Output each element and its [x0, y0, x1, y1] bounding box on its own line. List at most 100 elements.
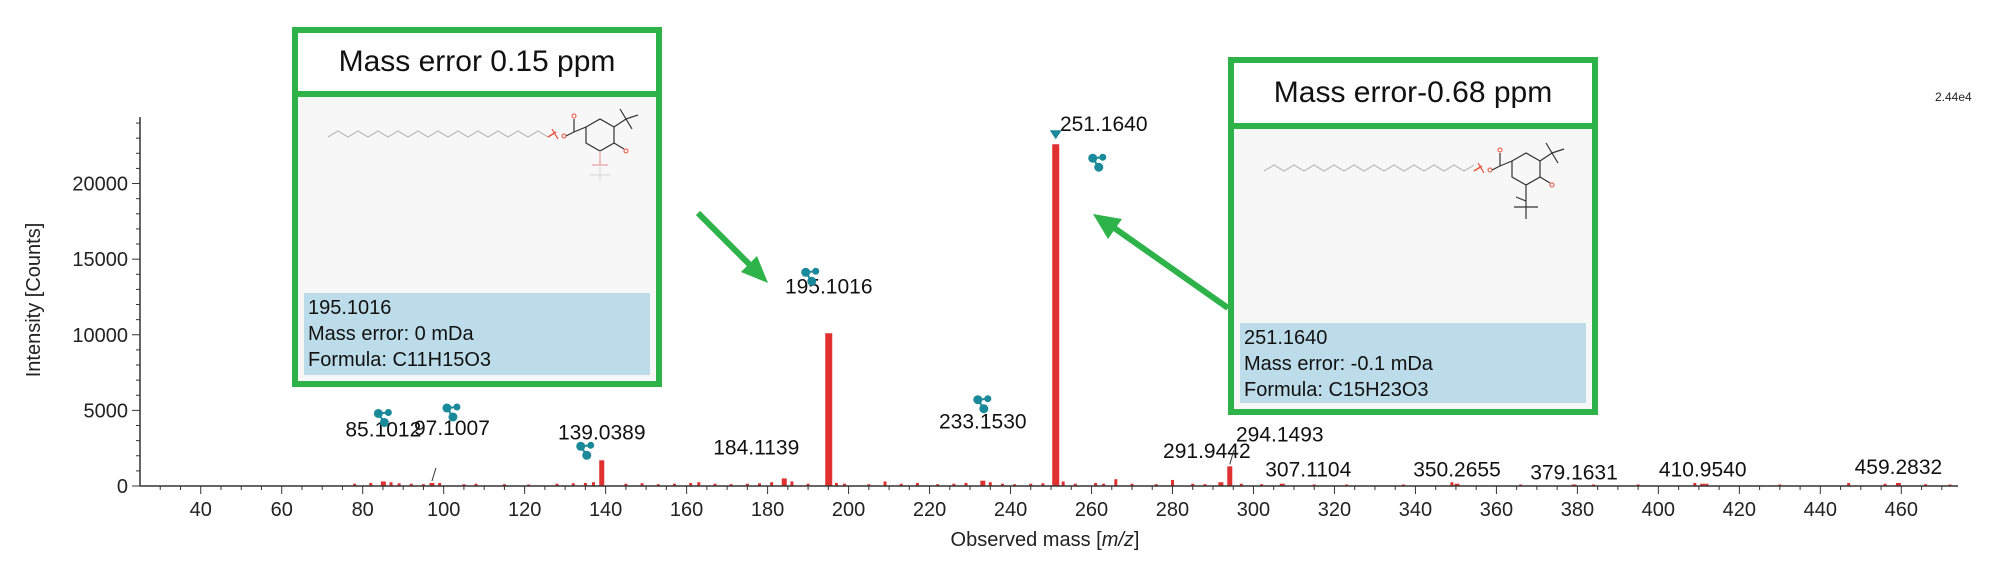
x-tick-label: 240 — [994, 499, 1027, 521]
peak-label: 184.1139 — [713, 436, 799, 459]
spectrum-bar — [380, 481, 386, 486]
spectrum-bar-minor — [867, 484, 871, 486]
molecule-structure-icon — [328, 108, 639, 181]
spectrum-bar — [599, 460, 605, 486]
x-axis-title: Observed mass [m/z] — [951, 529, 1140, 551]
arrow-left — [695, 210, 768, 283]
spectrum-bar-minor — [1102, 483, 1106, 486]
fragment-icon — [1088, 153, 1107, 172]
spectrum-bar-minor — [502, 484, 506, 486]
x-tick-label: 440 — [1804, 499, 1837, 521]
y-tick-label: 15000 — [72, 249, 128, 271]
spectrum-bar-minor — [474, 483, 478, 486]
spectrum-bar-minor — [806, 483, 810, 486]
peak-label: 97.1007 — [414, 417, 490, 440]
peak-label: 410.9540 — [1659, 459, 1747, 482]
spectrum-bar-minor — [936, 484, 940, 486]
x-tick-label: 400 — [1642, 499, 1675, 521]
spectrum-bar-minor — [1693, 482, 1697, 486]
spectrum-bar-minor — [1924, 484, 1928, 486]
spectrum-bar-minor — [555, 483, 559, 486]
spectrum-bar-minor — [689, 482, 693, 486]
peak-label: 459.2832 — [1855, 456, 1943, 479]
spectrum-bar — [1227, 466, 1233, 486]
x-tick-label: 60 — [271, 499, 293, 521]
spectrum-bar — [1052, 144, 1060, 486]
x-tick-label: 120 — [508, 499, 541, 521]
label-leader-line — [431, 467, 437, 482]
x-tick-label: 340 — [1399, 499, 1432, 521]
spectrum-bar-minor — [656, 484, 660, 486]
callout-left-mass-error: Mass error: 0 mDa — [308, 323, 474, 345]
spectrum-bar-minor — [1401, 484, 1405, 486]
spectrum-bar-minor — [1073, 483, 1077, 486]
callout-left-body: 195.1016 Mass error: 0 mDa Formula: C11H… — [298, 97, 656, 381]
y-axis-title: Intensity [Counts] — [23, 223, 45, 378]
peak-label: 195.1016 — [785, 275, 873, 298]
spectrum-bar-minor — [770, 482, 774, 486]
spectrum-bar-minor — [571, 483, 575, 486]
callout-right-mz: 251.1640 — [1244, 327, 1328, 349]
spectrum-bar-minor — [1345, 484, 1349, 486]
y-tick-label: 0 — [117, 476, 128, 498]
intensity-scale-note: 2.44e4 — [1935, 90, 1972, 104]
spectrum-bar-minor — [397, 483, 401, 486]
callout-right-body: 251.1640 Mass error: -0.1 mDa Formula: C… — [1234, 129, 1592, 409]
spectrum-bars — [353, 144, 1952, 486]
spectrum-bar-minor — [1013, 484, 1017, 486]
molecule-structure-icon — [1264, 142, 1565, 219]
x-tick-label: 260 — [1075, 499, 1108, 521]
fragment-icon — [442, 403, 461, 422]
y-tick-label: 5000 — [84, 400, 129, 422]
spectrum-bar-minor — [640, 483, 644, 486]
spectrum-bar-minor — [1000, 483, 1004, 486]
fragment-icon — [801, 267, 820, 286]
spectrum-bar-minor — [1312, 484, 1316, 486]
peak-label: 291.9442 — [1163, 440, 1251, 463]
x-tick-label: 460 — [1885, 499, 1918, 521]
spectrum-bar-minor — [1170, 479, 1174, 486]
spectrum-bar-minor — [1519, 484, 1523, 486]
spectrum-bar-minor — [1154, 484, 1158, 486]
peak-label: 307.1104 — [1265, 459, 1351, 482]
peak-label: 85.1012 — [345, 418, 421, 441]
peak-label: 139.0389 — [558, 421, 646, 444]
spectrum-bar-minor — [1260, 484, 1264, 486]
x-tick-label: 280 — [1156, 499, 1189, 521]
x-tick-label: 220 — [913, 499, 946, 521]
spectrum-bar-minor — [883, 481, 887, 486]
spectrum-bar-minor — [1029, 483, 1033, 486]
callout-right-formula: Formula: C15H23O3 — [1244, 379, 1429, 401]
spectrum-bar-minor — [369, 482, 373, 486]
callout-right-info: 251.1640 Mass error: -0.1 mDa Formula: C… — [1240, 323, 1586, 403]
x-tick-label: 40 — [190, 499, 212, 521]
y-tick-label: 10000 — [72, 325, 128, 347]
peak-label: 233.1530 — [939, 411, 1027, 434]
spectrum-bar — [1454, 483, 1460, 486]
x-tick-label: 380 — [1561, 499, 1594, 521]
arrow-head-icon — [1093, 214, 1122, 239]
x-tick-label: 140 — [589, 499, 622, 521]
peak-label: 379.1631 — [1530, 461, 1618, 484]
spectrum-bar — [1895, 482, 1901, 486]
spectrum-bar-minor — [1203, 484, 1207, 486]
spectrum-bar — [429, 482, 435, 486]
spectrum-bar-minor — [1041, 483, 1045, 486]
spectrum-bar-minor — [757, 483, 761, 486]
arrow-head-icon — [741, 256, 768, 283]
spectrum-bar-minor — [713, 483, 717, 486]
callout-left-mz: 195.1016 — [308, 297, 392, 319]
spectrum-bar-minor — [1239, 483, 1243, 486]
spectrum-bar-minor — [834, 482, 838, 486]
spectrum-bar-minor — [1114, 479, 1118, 486]
spectrum-bar-minor — [1883, 483, 1887, 486]
x-tick-label: 200 — [832, 499, 865, 521]
spectrum-bar-minor — [729, 484, 733, 486]
spectrum-bar-minor — [1705, 483, 1709, 486]
spectrum-bar — [1571, 484, 1577, 486]
spectrum-bar — [1700, 483, 1706, 486]
spectrum-bar — [1279, 483, 1285, 486]
label-leader-line — [1229, 450, 1235, 465]
peak-label: 294.1493 — [1236, 423, 1324, 446]
